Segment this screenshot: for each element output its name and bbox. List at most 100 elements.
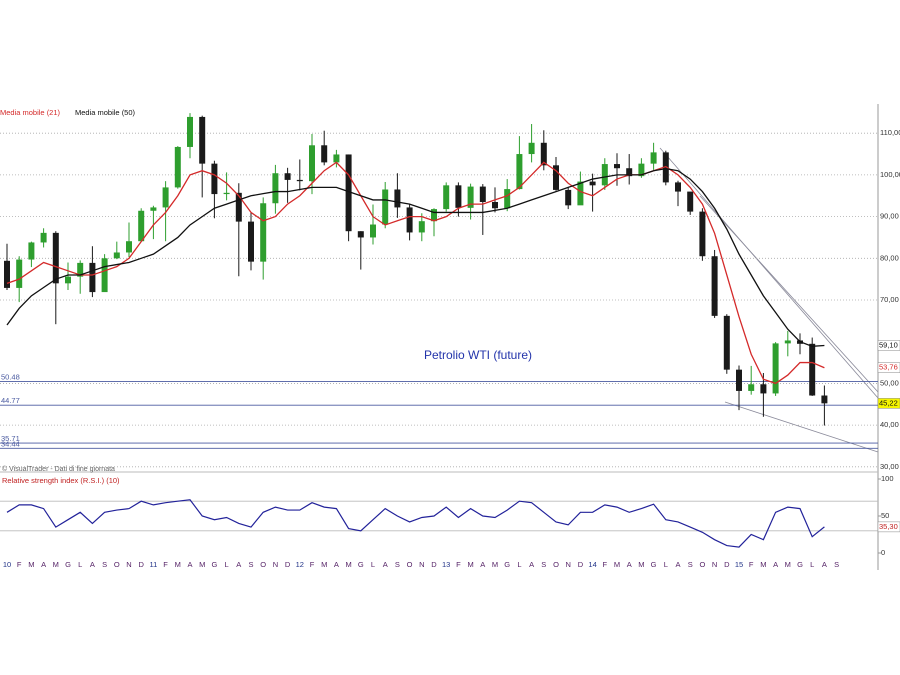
candle-body bbox=[370, 224, 376, 238]
x-tick-label: L bbox=[225, 560, 229, 569]
x-tick-label: A bbox=[529, 560, 534, 569]
price-label-box bbox=[877, 340, 900, 351]
candle-body bbox=[126, 241, 132, 253]
x-tick-label: S bbox=[395, 560, 400, 569]
candle-body bbox=[467, 186, 474, 208]
x-tick-label: A bbox=[675, 560, 680, 569]
x-tick-label: G bbox=[65, 560, 71, 569]
y-tick-label: 90,00 bbox=[880, 212, 899, 221]
legend-entry: Media mobile (50) bbox=[75, 108, 136, 117]
legend-entry: Media mobile (21) bbox=[0, 108, 61, 117]
price-label: 53,76 bbox=[879, 363, 898, 372]
candle-body bbox=[736, 369, 742, 391]
trend-line bbox=[699, 195, 879, 393]
x-tick-label: S bbox=[834, 560, 839, 569]
candle-body bbox=[614, 164, 620, 169]
candle-body bbox=[52, 232, 59, 284]
rsi-last-box bbox=[877, 521, 900, 533]
x-tick-label: A bbox=[41, 560, 46, 569]
x-tick-label: L bbox=[371, 560, 375, 569]
x-tick-label: O bbox=[553, 560, 559, 569]
candle-body bbox=[650, 152, 657, 164]
x-tick-label: O bbox=[260, 560, 266, 569]
candle-body bbox=[16, 259, 23, 288]
trend-line bbox=[659, 147, 879, 399]
candle-body bbox=[540, 142, 547, 166]
candle-body bbox=[516, 154, 523, 190]
candle-body bbox=[28, 242, 35, 260]
x-tick-label: M bbox=[614, 560, 620, 569]
candle-body bbox=[553, 165, 559, 190]
x-tick-label: M bbox=[760, 560, 766, 569]
x-tick-label: A bbox=[187, 560, 192, 569]
x-tick-label: A bbox=[236, 560, 241, 569]
candle-body bbox=[479, 186, 486, 203]
moving-average-line bbox=[6, 167, 825, 347]
candle-body bbox=[394, 189, 401, 208]
candle-body bbox=[211, 163, 218, 195]
x-tick-label: M bbox=[785, 560, 791, 569]
x-tick-label: N bbox=[565, 560, 570, 569]
candle-body bbox=[162, 187, 169, 208]
candle-body bbox=[748, 384, 755, 391]
price-label: 45,22 bbox=[879, 398, 898, 407]
x-tick-label: D bbox=[285, 560, 291, 569]
price-label-box bbox=[877, 362, 900, 373]
rsi-title: Relative strength index (R.S.I.) (10) bbox=[2, 476, 120, 485]
candle-body bbox=[723, 315, 730, 370]
candle-body bbox=[565, 189, 572, 206]
x-tick-label: M bbox=[467, 560, 473, 569]
x-tick-label: G bbox=[797, 560, 803, 569]
x-tick-label: A bbox=[480, 560, 485, 569]
x-tick-label: 14 bbox=[588, 560, 596, 569]
x-tick-label: M bbox=[175, 560, 181, 569]
x-tick-label: G bbox=[211, 560, 217, 569]
x-tick-label: S bbox=[688, 560, 693, 569]
x-tick-label: N bbox=[126, 560, 131, 569]
x-tick-label: M bbox=[199, 560, 205, 569]
candle-body bbox=[150, 207, 157, 211]
source: © VisualTrader - Dati di fine giornata bbox=[2, 465, 115, 473]
x-tick-label: A bbox=[822, 560, 827, 569]
candle-body bbox=[431, 209, 437, 222]
x-tick-label: L bbox=[810, 560, 814, 569]
x-tick-label: F bbox=[456, 560, 461, 569]
candle-body bbox=[357, 231, 364, 238]
x-tick-label: A bbox=[773, 560, 778, 569]
candle-body bbox=[821, 395, 828, 404]
candle-body bbox=[4, 260, 10, 288]
candle-body bbox=[309, 145, 315, 182]
chart-title: Petrolio WTI (future) bbox=[424, 348, 532, 362]
candle-body bbox=[418, 221, 425, 233]
candle-body bbox=[284, 173, 291, 180]
candle-body bbox=[784, 340, 791, 344]
x-tick-label: M bbox=[28, 560, 34, 569]
x-tick-label: F bbox=[749, 560, 754, 569]
rsi-tick-label: 0 bbox=[881, 548, 885, 557]
candle-body bbox=[199, 116, 206, 164]
x-tick-label: F bbox=[310, 560, 315, 569]
x-tick-label: A bbox=[90, 560, 95, 569]
candle-body bbox=[675, 182, 681, 192]
candle-body bbox=[699, 211, 706, 257]
candle-body bbox=[187, 116, 193, 147]
y-tick-label: 70,00 bbox=[880, 295, 899, 304]
level-label: 50.48 bbox=[1, 372, 20, 381]
candle-body bbox=[662, 152, 669, 183]
x-tick-label: N bbox=[273, 560, 278, 569]
x-tick-label: F bbox=[603, 560, 608, 569]
candle-body bbox=[626, 168, 633, 177]
x-tick-label: D bbox=[724, 560, 730, 569]
candle-body bbox=[77, 262, 84, 277]
x-tick-label: F bbox=[17, 560, 22, 569]
candle-body bbox=[260, 203, 267, 262]
trend-line bbox=[724, 401, 879, 453]
candle-body bbox=[382, 189, 389, 225]
y-tick-label: 100,00 bbox=[880, 170, 900, 179]
price-label: 59,10 bbox=[879, 340, 898, 349]
candle-body bbox=[113, 252, 120, 259]
candle-body bbox=[406, 207, 413, 233]
x-tick-label: A bbox=[334, 560, 339, 569]
x-tick-label: S bbox=[102, 560, 107, 569]
x-tick-label: D bbox=[431, 560, 437, 569]
